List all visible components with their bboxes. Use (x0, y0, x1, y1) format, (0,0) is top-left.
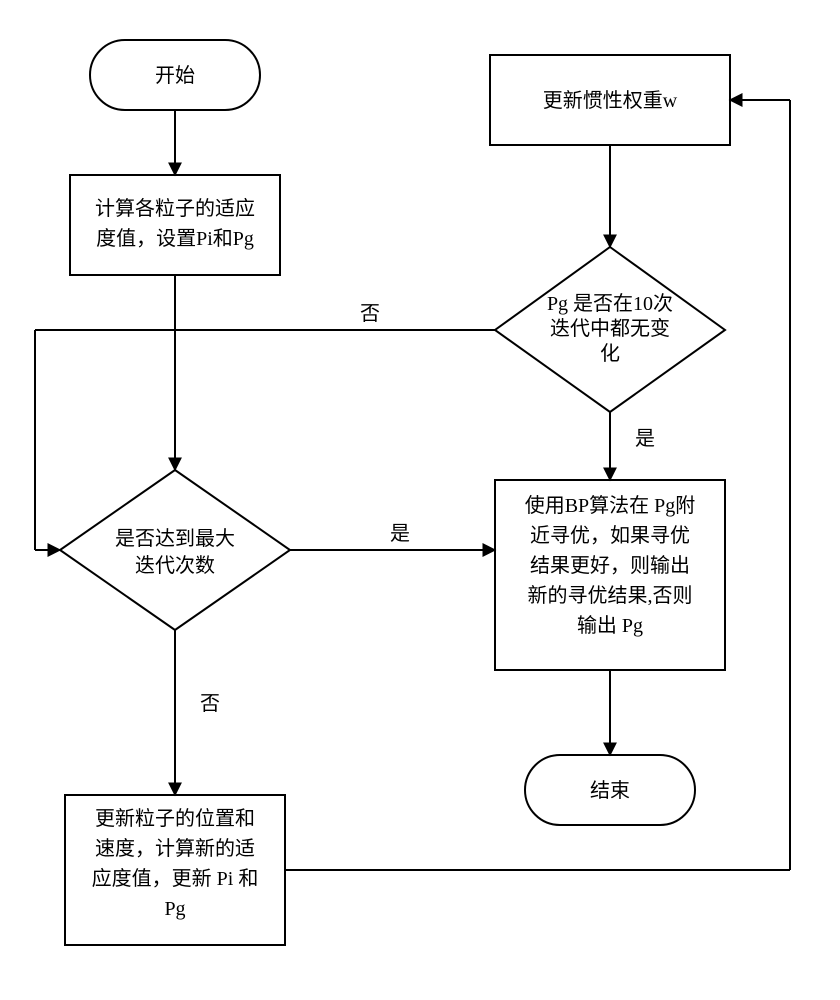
max-iter-line1: 是否达到最大 (115, 527, 235, 550)
bp-search-line3: 结果更好，则输出 (530, 554, 690, 577)
calc-fitness-line2: 度值，设置Pi和Pg (96, 227, 254, 250)
calc-fitness-line1: 计算各粒子的适应 (95, 197, 255, 220)
update-w-line1: 更新惯性权重w (543, 89, 678, 112)
bp-search-line4: 新的寻优结果,否则 (528, 584, 693, 607)
start-label: 开始 (155, 64, 195, 87)
update-particles-line4: Pg (164, 898, 185, 920)
edge-maxiter-yes-label: 是 (390, 523, 410, 545)
max-iter-node (60, 470, 290, 630)
calc-fitness-node (70, 175, 280, 275)
pg-unchanged-line1: Pg 是否在10次 (547, 292, 673, 315)
bp-search-line5: 输出 Pg (577, 614, 643, 637)
max-iter-line2: 迭代次数 (135, 554, 215, 577)
edge-pg-yes-label: 是 (635, 428, 655, 450)
update-particles-line2: 速度，计算新的适 (95, 837, 255, 860)
pg-unchanged-line2: 迭代中都无变 (550, 317, 670, 340)
update-particles-line1: 更新粒子的位置和 (95, 807, 255, 830)
update-particles-line3: 应度值，更新 Pi 和 (92, 867, 259, 890)
bp-search-line1: 使用BP算法在 Pg附 (525, 494, 696, 517)
edge-maxiter-no-label: 否 (200, 693, 220, 715)
pg-unchanged-line3: 化 (600, 342, 620, 365)
bp-search-line2: 近寻优，如果寻优 (530, 524, 690, 547)
edge-pg-no-label: 否 (360, 303, 380, 325)
end-label: 结束 (590, 779, 630, 802)
